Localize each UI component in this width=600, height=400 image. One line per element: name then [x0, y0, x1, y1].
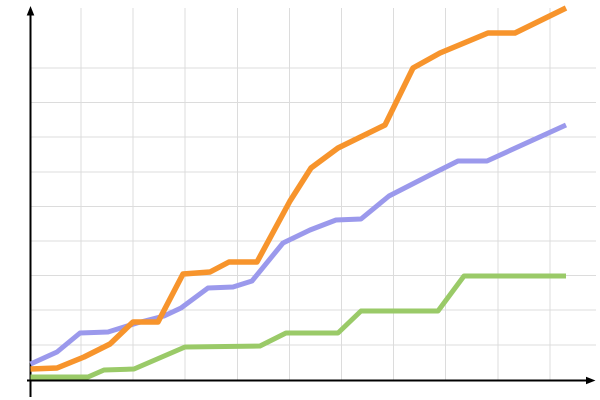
series-orange-line: [30, 5, 568, 372]
series-purple-line: [29, 122, 568, 367]
gridlines: [30, 8, 596, 381]
x-axis-arrow-icon: [586, 376, 596, 385]
series-green-line: [30, 273, 566, 380]
axes: [26, 6, 596, 397]
y-axis-arrow-icon: [26, 6, 35, 16]
series-lines: [29, 5, 568, 380]
